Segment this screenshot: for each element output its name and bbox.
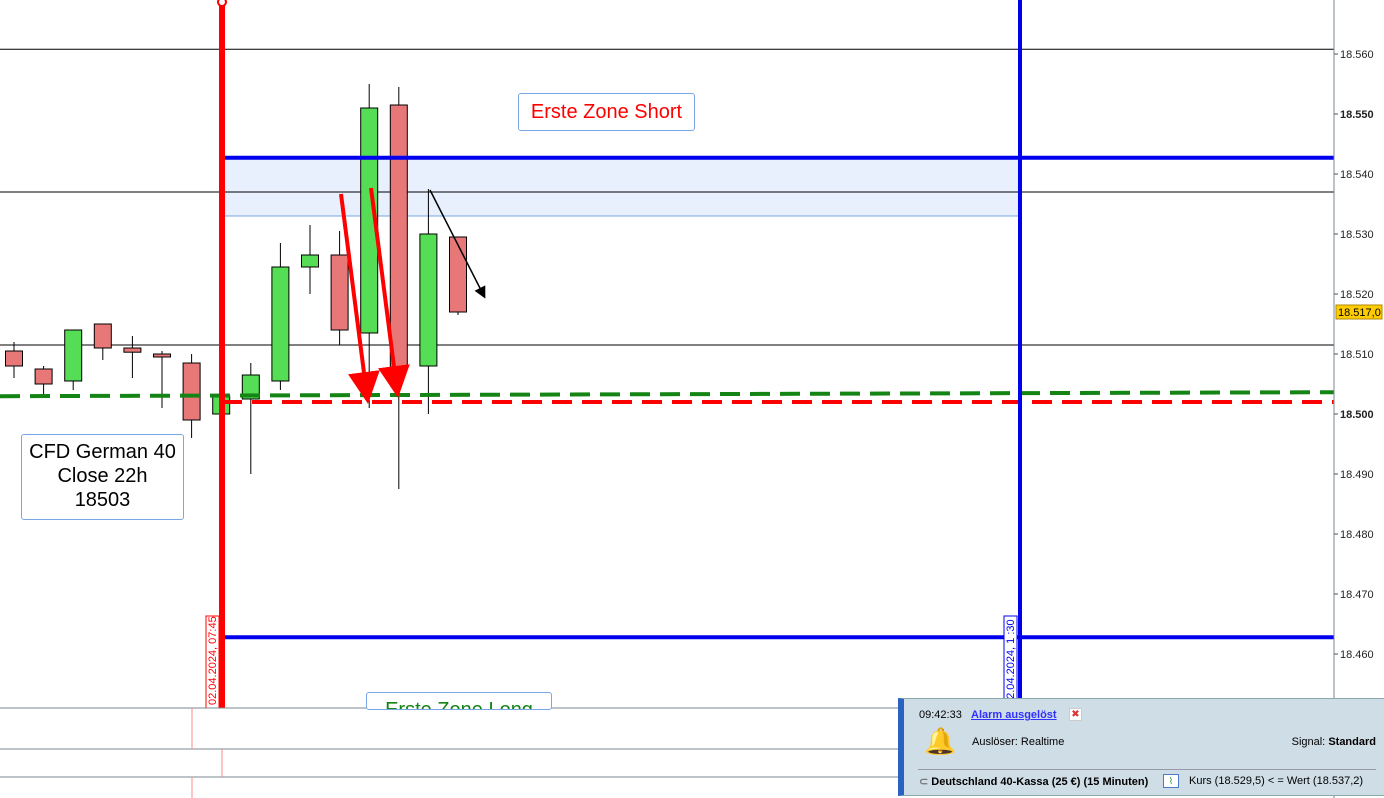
bell-icon: 🔔	[924, 726, 957, 756]
axis-tick-label: 18.550	[1340, 109, 1374, 121]
chart-icon[interactable]: ⌇	[1163, 774, 1179, 788]
current-price-label: 18.517,0	[1338, 307, 1381, 319]
candle-body	[449, 236, 467, 313]
candle-body	[301, 254, 319, 268]
candle-body	[5, 350, 23, 367]
candle-body	[64, 329, 83, 382]
candle-body	[360, 107, 379, 334]
note-line: Close 22h	[57, 465, 148, 487]
alarm-title-link[interactable]: Alarm ausgelöst	[971, 709, 1057, 721]
candle-body	[93, 323, 112, 349]
axis-tick-label: 18.490	[1340, 469, 1374, 481]
time-label: 02.04.2024, 07:45	[207, 616, 219, 705]
candle-body	[271, 266, 290, 382]
black-arrow	[429, 189, 486, 299]
candle-body	[419, 233, 438, 367]
axis-tick-label: 18.560	[1340, 49, 1374, 61]
signal-label: Signal:	[1291, 736, 1326, 748]
axis-tick-label: 18.480	[1340, 529, 1374, 541]
signal-value: Standard	[1328, 736, 1376, 748]
candle-body	[182, 362, 201, 421]
note-line: 18503	[74, 489, 131, 511]
axis-tick-label: 18.500	[1340, 409, 1374, 421]
candle-body	[153, 353, 171, 358]
candle-body	[330, 254, 349, 331]
axis-tick-label: 18.510	[1340, 349, 1374, 361]
note-line: CFD German 40	[29, 441, 176, 463]
alarm-condition: Kurs (18.529,5) < = Wert (18.537,2)	[1189, 775, 1364, 787]
candle-body	[241, 374, 260, 400]
note-cfd-german-40[interactable]: CFD German 40 Close 22h 18503	[21, 434, 184, 520]
red-arrow	[369, 187, 410, 398]
axis-tick-label: 18.540	[1340, 169, 1374, 181]
candle-body	[34, 368, 53, 385]
alarm-signal: Signal: Standard	[1292, 736, 1376, 748]
note-erste-zone-short[interactable]: Erste Zone Short	[518, 93, 695, 131]
line-handle	[217, 0, 227, 7]
alarm-time: 09:42:33	[919, 709, 962, 721]
candle-body	[123, 347, 142, 353]
alarm-popup[interactable]: 09:42:33 Alarm ausgelöst ✖ 🔔 Auslöser: R…	[898, 698, 1384, 796]
alarm-instrument: ⊂ Deutschland 40-Kassa (25 €) (15 Minute…	[919, 775, 1148, 788]
axis-tick-label: 18.530	[1340, 229, 1374, 241]
current-price-badge	[1335, 304, 1383, 320]
red-arrow	[339, 193, 380, 404]
paperclip-icon: ⊂	[919, 776, 929, 788]
instrument-name: Deutschland 40-Kassa (25 €) (15 Minuten)	[931, 776, 1149, 788]
axis-tick-label: 18.460	[1340, 649, 1374, 661]
time-label: 02.04.2024, 1 :30	[1005, 619, 1017, 705]
candle-body	[389, 104, 408, 370]
divider	[918, 769, 1376, 770]
note-erste-zone-long[interactable]: Erste Zone Long	[366, 692, 552, 710]
axis-tick-label: 18.470	[1340, 589, 1374, 601]
axis-tick-label: 18.520	[1340, 289, 1374, 301]
alarm-trigger: Auslöser: Realtime	[972, 736, 1065, 748]
close-icon[interactable]: ✖	[1069, 708, 1082, 721]
zone-rect	[221, 157, 1021, 217]
